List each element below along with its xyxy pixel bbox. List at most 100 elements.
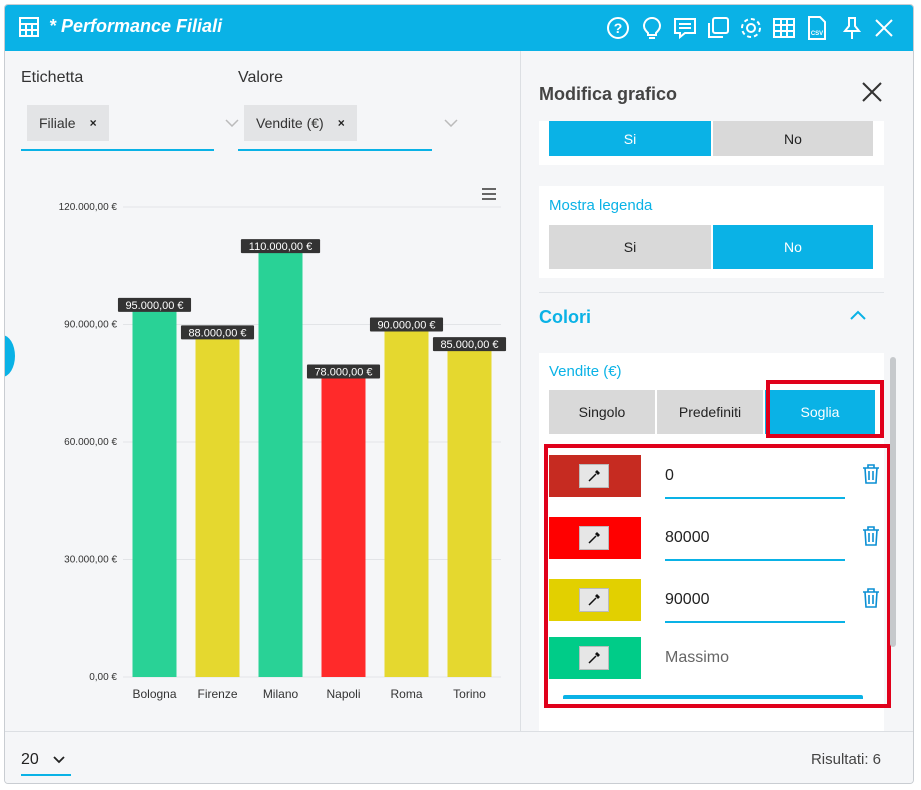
data-label-bg: [117, 297, 192, 312]
close-icon[interactable]: [861, 81, 883, 103]
window-title: * Performance Filiali: [49, 16, 223, 36]
divider: [539, 292, 884, 293]
panel-title: Modifica grafico: [539, 84, 678, 104]
page-size-select[interactable]: 20: [21, 746, 71, 776]
x-tick-label: Roma: [390, 687, 422, 701]
chevron-down-icon: [53, 756, 65, 764]
bar[interactable]: [132, 304, 177, 677]
data-label: 78.000,00 €: [314, 367, 372, 379]
close-icon[interactable]: [871, 15, 897, 41]
data-label: 95.000,00 €: [125, 300, 183, 312]
trash-icon[interactable]: [861, 463, 881, 485]
svg-text:CSV: CSV: [811, 31, 823, 37]
color-mode-predefiniti[interactable]: Predefiniti: [657, 390, 763, 434]
label-chip[interactable]: Filiale ×: [27, 105, 109, 141]
colors-card: Vendite (€) Singolo Predefiniti Soglia: [539, 353, 884, 753]
colors-section-title[interactable]: Colori: [539, 307, 591, 327]
label-select[interactable]: Filiale ×: [21, 99, 214, 151]
gear-icon[interactable]: [738, 15, 764, 41]
color-picker-icon[interactable]: [579, 526, 609, 550]
bar[interactable]: [195, 332, 240, 677]
chart-menu-icon[interactable]: [482, 188, 496, 200]
pin-icon[interactable]: [839, 15, 865, 41]
x-tick-label: Napoli: [326, 687, 360, 701]
top-toggle-no[interactable]: No: [713, 121, 873, 156]
color-swatch[interactable]: [549, 455, 641, 497]
top-toggle-yes[interactable]: Si: [549, 121, 711, 156]
value-chip[interactable]: Vendite (€) ×: [244, 105, 357, 141]
y-tick-label: 120.000,00 €: [59, 202, 118, 213]
help-icon[interactable]: ?: [605, 15, 631, 41]
copy-window-icon[interactable]: [705, 15, 731, 41]
value-chip-text: Vendite (€): [256, 115, 324, 131]
chevron-down-icon[interactable]: [225, 119, 239, 127]
highlight-box-soglia: [766, 380, 884, 438]
threshold-max-row: Massimo: [549, 637, 884, 681]
legend-label: Mostra legenda: [549, 197, 653, 214]
chip-remove-icon[interactable]: ×: [337, 116, 345, 130]
threshold-value-input[interactable]: 0: [665, 455, 845, 499]
y-tick-label: 90.000,00 €: [64, 320, 117, 331]
comment-icon[interactable]: [672, 15, 698, 41]
x-tick-label: Milano: [263, 687, 299, 701]
color-swatch[interactable]: [549, 637, 641, 679]
add-threshold-button[interactable]: [563, 695, 863, 699]
data-label: 110.000,00 €: [249, 241, 312, 253]
y-tick-label: 60.000,00 €: [64, 437, 117, 448]
legend-no-button[interactable]: No: [713, 225, 873, 269]
bar[interactable]: [321, 371, 366, 678]
data-label-bg: [369, 317, 444, 332]
trash-icon[interactable]: [861, 525, 881, 547]
chevron-up-icon[interactable]: [849, 309, 867, 321]
color-picker-icon[interactable]: [579, 646, 609, 670]
csv-file-icon[interactable]: CSV: [804, 15, 830, 41]
bar[interactable]: [384, 324, 429, 678]
table-view-icon[interactable]: [771, 15, 797, 41]
lightbulb-icon[interactable]: [639, 15, 665, 41]
color-picker-icon[interactable]: [579, 588, 609, 612]
results-count: Risultati: 6: [810, 751, 881, 768]
chart-area: Etichetta Filiale × Valore Vendite (€) ×…: [5, 51, 519, 731]
table-icon: [19, 17, 39, 42]
data-label: 85.000,00 €: [440, 339, 498, 351]
label-chip-text: Filiale: [39, 115, 76, 131]
threshold-row: 0: [549, 455, 884, 499]
color-swatch[interactable]: [549, 517, 641, 559]
app-window: * Performance Filiali ? CSV Etiche: [4, 4, 914, 784]
x-tick-label: Firenze: [197, 687, 237, 701]
color-swatch[interactable]: [549, 579, 641, 621]
trash-icon[interactable]: [861, 587, 881, 609]
title-bar: * Performance Filiali ? CSV: [5, 5, 913, 51]
chevron-down-icon[interactable]: [444, 119, 458, 127]
page-size-value: 20: [21, 751, 39, 768]
data-label: 88.000,00 €: [188, 327, 246, 339]
panel-scrollbar[interactable]: [890, 357, 896, 647]
threshold-value-input[interactable]: 80000: [665, 517, 845, 561]
highlight-box-thresholds: [544, 444, 891, 708]
data-label-bg: [240, 239, 321, 254]
x-tick-label: Bologna: [132, 687, 176, 701]
threshold-value-input[interactable]: 90000: [665, 579, 845, 623]
chip-remove-icon[interactable]: ×: [89, 116, 97, 130]
color-mode-singolo[interactable]: Singolo: [549, 390, 655, 434]
threshold-row: 90000: [549, 579, 884, 623]
threshold-max-input[interactable]: Massimo: [665, 649, 730, 666]
data-label-bg: [306, 364, 381, 379]
legend-yes-button[interactable]: Si: [549, 225, 711, 269]
bar[interactable]: [258, 246, 303, 677]
data-label-bg: [180, 325, 255, 340]
value-select[interactable]: Vendite (€) ×: [238, 99, 432, 151]
value-field-label: Valore: [238, 69, 284, 86]
series-name-label: Vendite (€): [549, 363, 622, 380]
side-panel-handle[interactable]: [5, 335, 15, 377]
edit-chart-panel: Modifica grafico Si No Mostra legenda Si…: [520, 51, 913, 753]
color-mode-soglia[interactable]: Soglia: [765, 390, 875, 434]
color-picker-icon[interactable]: [579, 464, 609, 488]
bar[interactable]: [447, 344, 492, 677]
legend-card: Mostra legenda Si No: [539, 186, 884, 278]
bar-chart: 0,00 € 30.000,00 € 60.000,00 € 90.000,00 € 1…: [59, 188, 507, 701]
x-tick-label: Torino: [453, 687, 486, 701]
data-label: 90.000,00 €: [377, 320, 435, 332]
y-tick-label: 0,00 €: [89, 672, 117, 683]
y-tick-label: 30.000,00 €: [64, 555, 117, 566]
